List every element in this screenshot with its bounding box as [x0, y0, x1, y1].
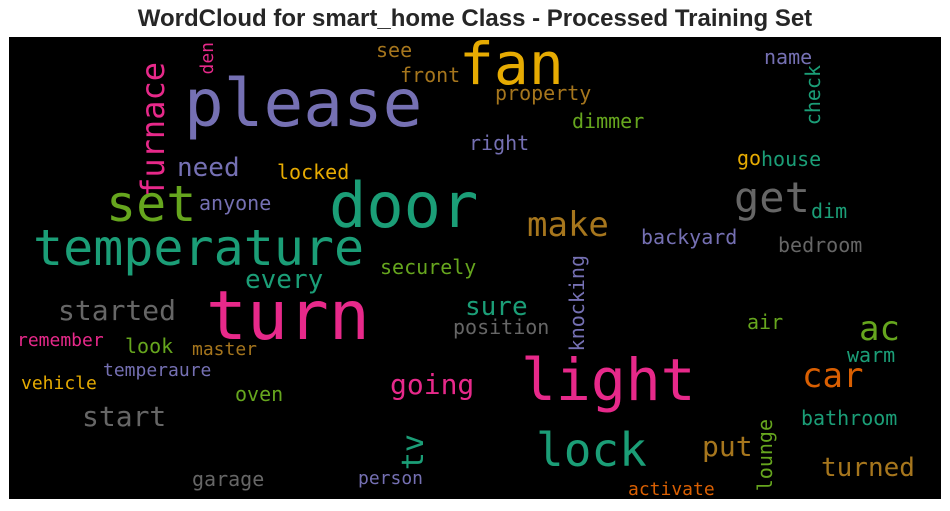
word-look: look: [125, 336, 173, 356]
word-garage: garage: [192, 469, 264, 489]
word-get: get: [734, 177, 810, 219]
word-started: started: [58, 297, 176, 325]
word-anyone: anyone: [199, 193, 271, 213]
chart-title: WordCloud for smart_home Class - Process…: [0, 4, 950, 34]
word-activate: activate: [628, 481, 715, 499]
word-oven: oven: [235, 384, 283, 404]
word-lounge: lounge: [755, 419, 775, 491]
word-furnace: furnace: [137, 62, 169, 197]
word-light: light: [521, 351, 696, 409]
word-lock: lock: [536, 427, 647, 473]
word-position: position: [453, 317, 549, 337]
word-knocking: knocking: [567, 255, 587, 351]
word-person: person: [358, 470, 423, 488]
word-bedroom: bedroom: [778, 235, 862, 255]
word-warm: warm: [847, 345, 895, 365]
word-securely: securely: [380, 257, 476, 277]
word-cloud: please fan door turn light temperature s…: [9, 37, 941, 499]
word-tv: tv: [399, 434, 429, 470]
word-need: need: [177, 155, 240, 181]
word-every: every: [245, 267, 323, 293]
word-house: house: [761, 149, 821, 169]
word-make: make: [527, 208, 609, 242]
word-vehicle: vehicle: [21, 375, 97, 393]
word-remember: remember: [17, 332, 104, 350]
word-ac: ac: [859, 312, 900, 346]
word-name: name: [764, 47, 812, 67]
word-front: front: [400, 65, 460, 85]
word-air: air: [747, 312, 783, 332]
word-start: start: [82, 403, 166, 431]
word-right: right: [469, 133, 529, 153]
word-property: property: [495, 83, 591, 103]
word-going: going: [390, 371, 474, 399]
word-go: go: [737, 148, 761, 168]
word-dim: dim: [811, 201, 847, 221]
word-dimmer: dimmer: [572, 111, 644, 131]
word-turned: turned: [821, 455, 915, 481]
word-temperaure: temperaure: [103, 362, 211, 380]
word-please: please: [184, 71, 422, 137]
word-locked: locked: [277, 162, 349, 182]
word-put: put: [702, 433, 753, 461]
word-master: master: [192, 341, 257, 359]
word-den: den: [199, 42, 217, 75]
word-check: check: [803, 65, 823, 125]
word-bathroom: bathroom: [801, 408, 897, 428]
word-backyard: backyard: [641, 227, 737, 247]
word-see: see: [376, 40, 412, 60]
